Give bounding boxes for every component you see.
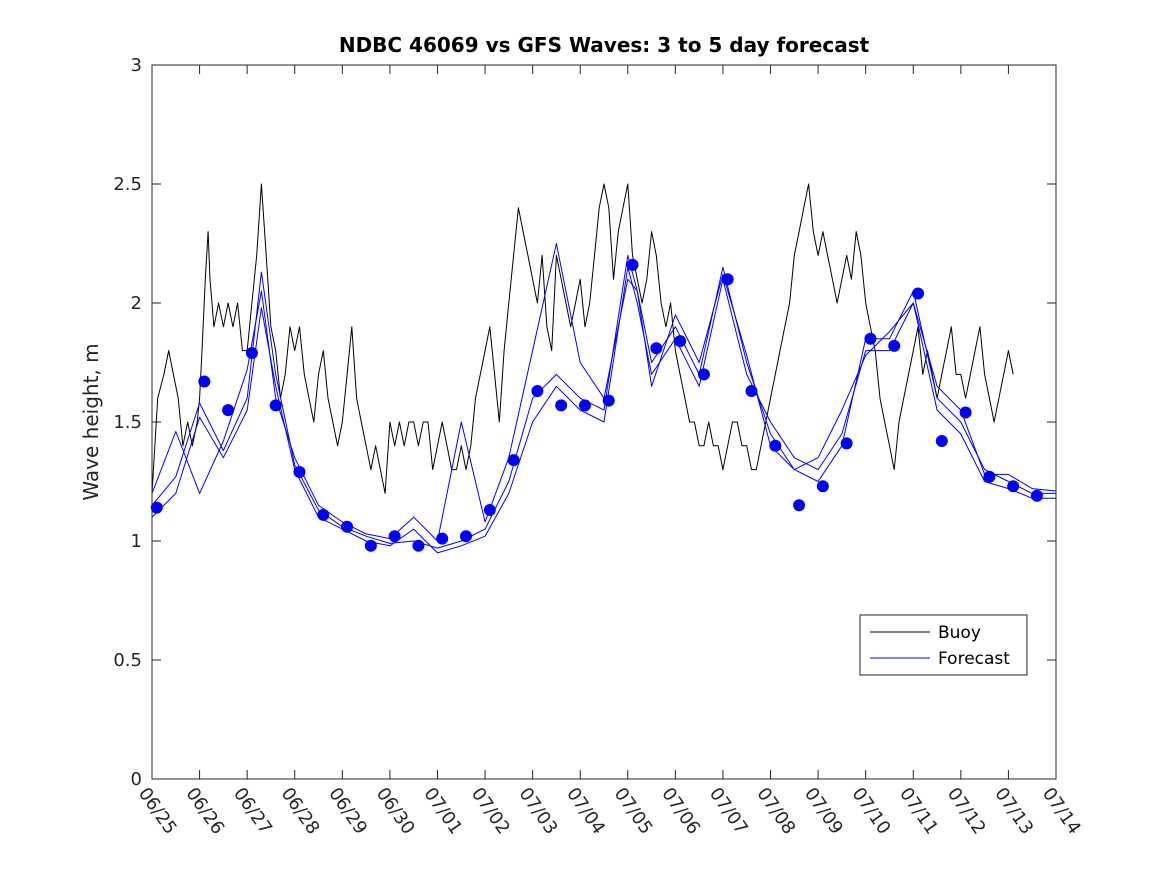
x-tick-label: 07/02 [467,784,514,839]
forecast-series-line [151,266,1056,554]
series-layer [150,183,1057,554]
forecast-marker [816,480,829,493]
x-tick-label: 06/29 [324,784,371,839]
y-tick-label: 0 [131,769,142,790]
forecast-marker [531,385,544,398]
legend-forecast-label: Forecast [938,649,1010,669]
forecast-marker [388,530,401,543]
y-axis-label: Wave height, m [79,343,103,500]
forecast-marker [1030,489,1043,502]
forecast-marker [460,530,473,543]
x-tick-label: 07/07 [705,784,752,839]
buoy-series-line [151,183,1014,494]
x-tick-label: 06/25 [134,784,181,839]
forecast-marker [507,454,520,467]
plot-frame [151,64,1057,780]
x-tick-label: 06/27 [229,784,276,839]
y-tick-label: 1 [131,531,142,552]
forecast-marker [840,437,853,450]
y-tick-label: 2 [131,293,142,314]
forecast-marker [436,532,449,545]
x-tick-label: 06/28 [277,784,324,839]
y-tick-label: 2.5 [113,174,142,195]
forecast-marker [745,385,758,398]
forecast-marker [793,499,806,512]
y-tick-label: 0.5 [113,650,142,671]
y-tick-label: 1.5 [113,412,142,433]
forecast-marker [912,287,925,300]
x-tick-label: 07/11 [895,784,942,839]
x-tick-label: 07/08 [752,784,799,839]
legend-buoy-label: Buoy [938,623,981,643]
chart-title: NDBC 46069 vs GFS Waves: 3 to 5 day fore… [339,33,870,57]
forecast-marker [198,375,211,388]
x-tick-label: 07/04 [562,784,609,839]
forecast-marker [674,335,687,348]
forecast-series-line [151,243,1057,542]
forecast-marker [412,539,425,552]
legend: Buoy Forecast [859,614,1028,676]
forecast-marker [888,339,901,352]
x-tick-label: 07/14 [1038,784,1085,839]
x-tick-label: 06/30 [372,784,419,839]
x-tick-label: 07/13 [990,784,1037,839]
forecast-marker [555,399,568,412]
x-tick-label: 07/12 [943,784,990,839]
x-tick-label: 07/09 [800,784,847,839]
forecast-marker [150,501,163,514]
x-tick-label: 06/26 [181,784,228,839]
x-tick-label: 07/03 [515,784,562,839]
forecast-marker [935,435,948,448]
x-tick-label: 07/05 [610,784,657,839]
forecast-marker [222,404,235,417]
x-tick-label: 07/10 [848,784,895,839]
x-tick-label: 07/01 [419,784,466,839]
legend-box [859,614,1028,676]
y-tick-label: 3 [131,55,142,76]
forecast-marker [769,439,782,452]
x-tick-label: 07/06 [657,784,704,839]
